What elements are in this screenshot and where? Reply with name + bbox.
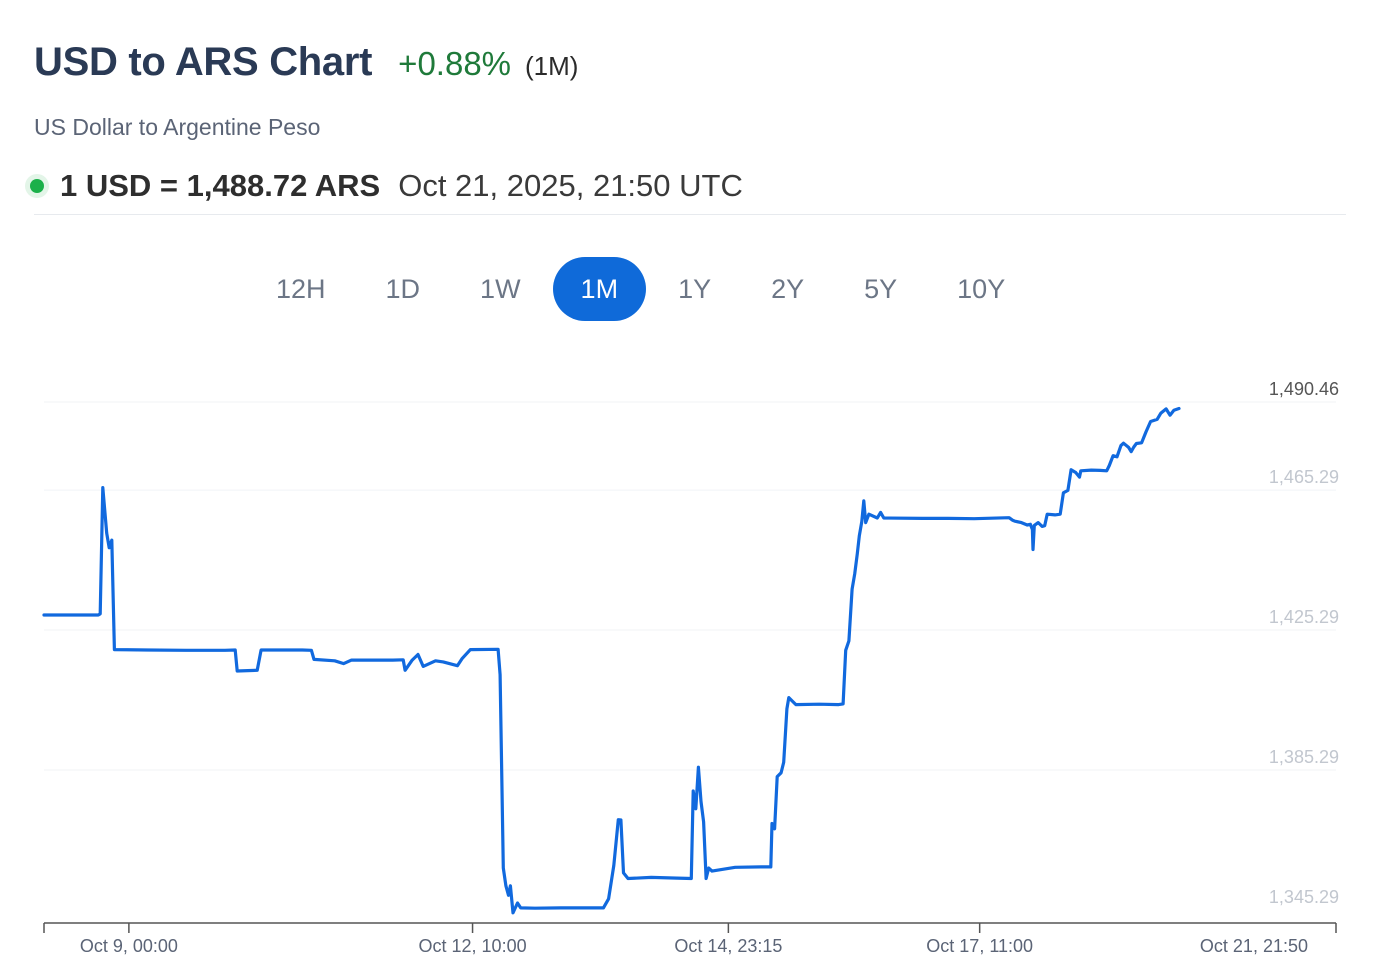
- x-tick-label: Oct 12, 10:00: [419, 936, 527, 956]
- pair-subtitle: US Dollar to Argentine Peso: [34, 114, 321, 140]
- header-divider: [34, 214, 1346, 215]
- current-rate-row: 1 USD = 1,488.72 ARS Oct 21, 2025, 21:50…: [30, 168, 743, 204]
- series-line: [42, 406, 1181, 915]
- chart-header: USD to ARS Chart +0.88% (1M): [34, 40, 578, 85]
- change-period: (1M): [525, 51, 579, 81]
- tab-1m[interactable]: 1M: [552, 257, 647, 321]
- tab-1y[interactable]: 1Y: [678, 274, 712, 304]
- line-chart: 1,490.46 1,465.29 1,425.29 1,385.29 1,345.29…: [42, 379, 1339, 956]
- page-title: USD to ARS Chart: [34, 40, 373, 84]
- tab-12h[interactable]: 12H: [276, 274, 326, 304]
- y-tick-label: 1,385.29: [1269, 747, 1339, 767]
- tab-1w[interactable]: 1W: [480, 274, 521, 304]
- x-tick-label: Oct 14, 23:15: [674, 936, 782, 956]
- y-tick-label: 1,345.29: [1269, 887, 1339, 907]
- tab-1d[interactable]: 1D: [385, 274, 421, 304]
- current-rate: 1 USD = 1,488.72 ARS: [60, 168, 381, 203]
- x-tick-label: Oct 9, 00:00: [80, 936, 178, 956]
- tab-10y[interactable]: 10Y: [957, 274, 1006, 304]
- x-tick-label: Oct 21, 21:50: [1200, 936, 1308, 956]
- y-tick-label: 1,490.46: [1269, 379, 1339, 399]
- tab-5y[interactable]: 5Y: [864, 274, 898, 304]
- tab-2y[interactable]: 2Y: [771, 274, 805, 304]
- live-dot-icon: [30, 179, 44, 193]
- range-tabs: 12H 1D 1W 1M 1Y 2Y 5Y 10Y: [248, 257, 1037, 321]
- change-percent: +0.88%: [398, 45, 512, 82]
- x-tick-label: Oct 17, 11:00: [926, 936, 1033, 956]
- y-tick-label: 1,465.29: [1269, 467, 1339, 487]
- rate-timestamp: Oct 21, 2025, 21:50 UTC: [398, 168, 743, 203]
- y-tick-label: 1,425.29: [1269, 607, 1339, 627]
